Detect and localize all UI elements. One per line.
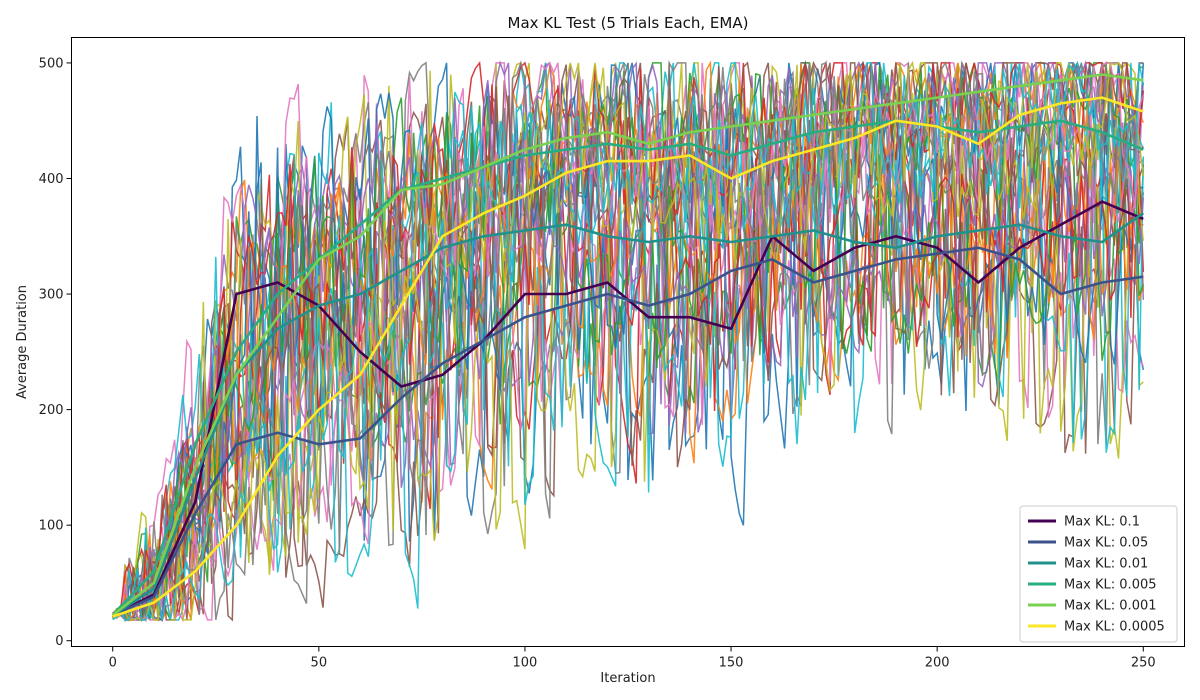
plot-area-frame — [71, 37, 1185, 647]
y-tick-label: 300 — [39, 288, 64, 303]
x-axis-title: Iteration — [600, 671, 655, 686]
x-axis-ticks: 0 50 100 150 200 250 — [109, 646, 1156, 671]
trial-line — [112, 59, 1145, 619]
x-tick-label: 150 — [719, 656, 744, 671]
trial-line — [112, 60, 1145, 621]
legend-label: Max KL: 0.1 — [1064, 515, 1140, 530]
y-axis-ticks: 0 100 200 300 400 500 — [39, 56, 72, 649]
y-tick-label: 400 — [39, 172, 64, 187]
legend-label: Max KL: 0.0005 — [1064, 620, 1165, 635]
y-tick-label: 0 — [55, 634, 63, 649]
legend-label: Max KL: 0.05 — [1064, 536, 1148, 551]
trial-lines-group — [112, 59, 1145, 623]
x-tick-label: 100 — [513, 656, 538, 671]
ema-series-line-2 — [111, 212, 1145, 617]
legend: Max KL: 0.1 Max KL: 0.05 Max KL: 0.01 Max K… — [1019, 505, 1178, 643]
y-tick-label: 500 — [39, 56, 64, 71]
y-tick-label: 200 — [39, 403, 64, 418]
legend-label: Max KL: 0.005 — [1064, 578, 1157, 593]
x-tick-label: 250 — [1131, 656, 1156, 671]
legend-label: Max KL: 0.001 — [1064, 599, 1157, 614]
x-tick-label: 200 — [925, 656, 950, 671]
legend-box — [1019, 505, 1178, 643]
ema-series-line-1 — [112, 246, 1144, 617]
ema-series-line-4 — [111, 73, 1144, 617]
x-tick-label: 50 — [311, 656, 328, 671]
trial-line — [112, 60, 1145, 621]
chart-title: Max KL Test (5 Trials Each, EMA) — [508, 14, 749, 32]
legend-label: Max KL: 0.01 — [1064, 557, 1148, 572]
y-tick-label: 100 — [39, 519, 64, 534]
ema-series-line-3 — [111, 119, 1144, 617]
ema-series-line-5 — [112, 96, 1144, 618]
ema-lines-group — [111, 73, 1145, 618]
y-axis-title: Average Duration — [15, 285, 30, 399]
x-tick-label: 0 — [109, 656, 117, 671]
